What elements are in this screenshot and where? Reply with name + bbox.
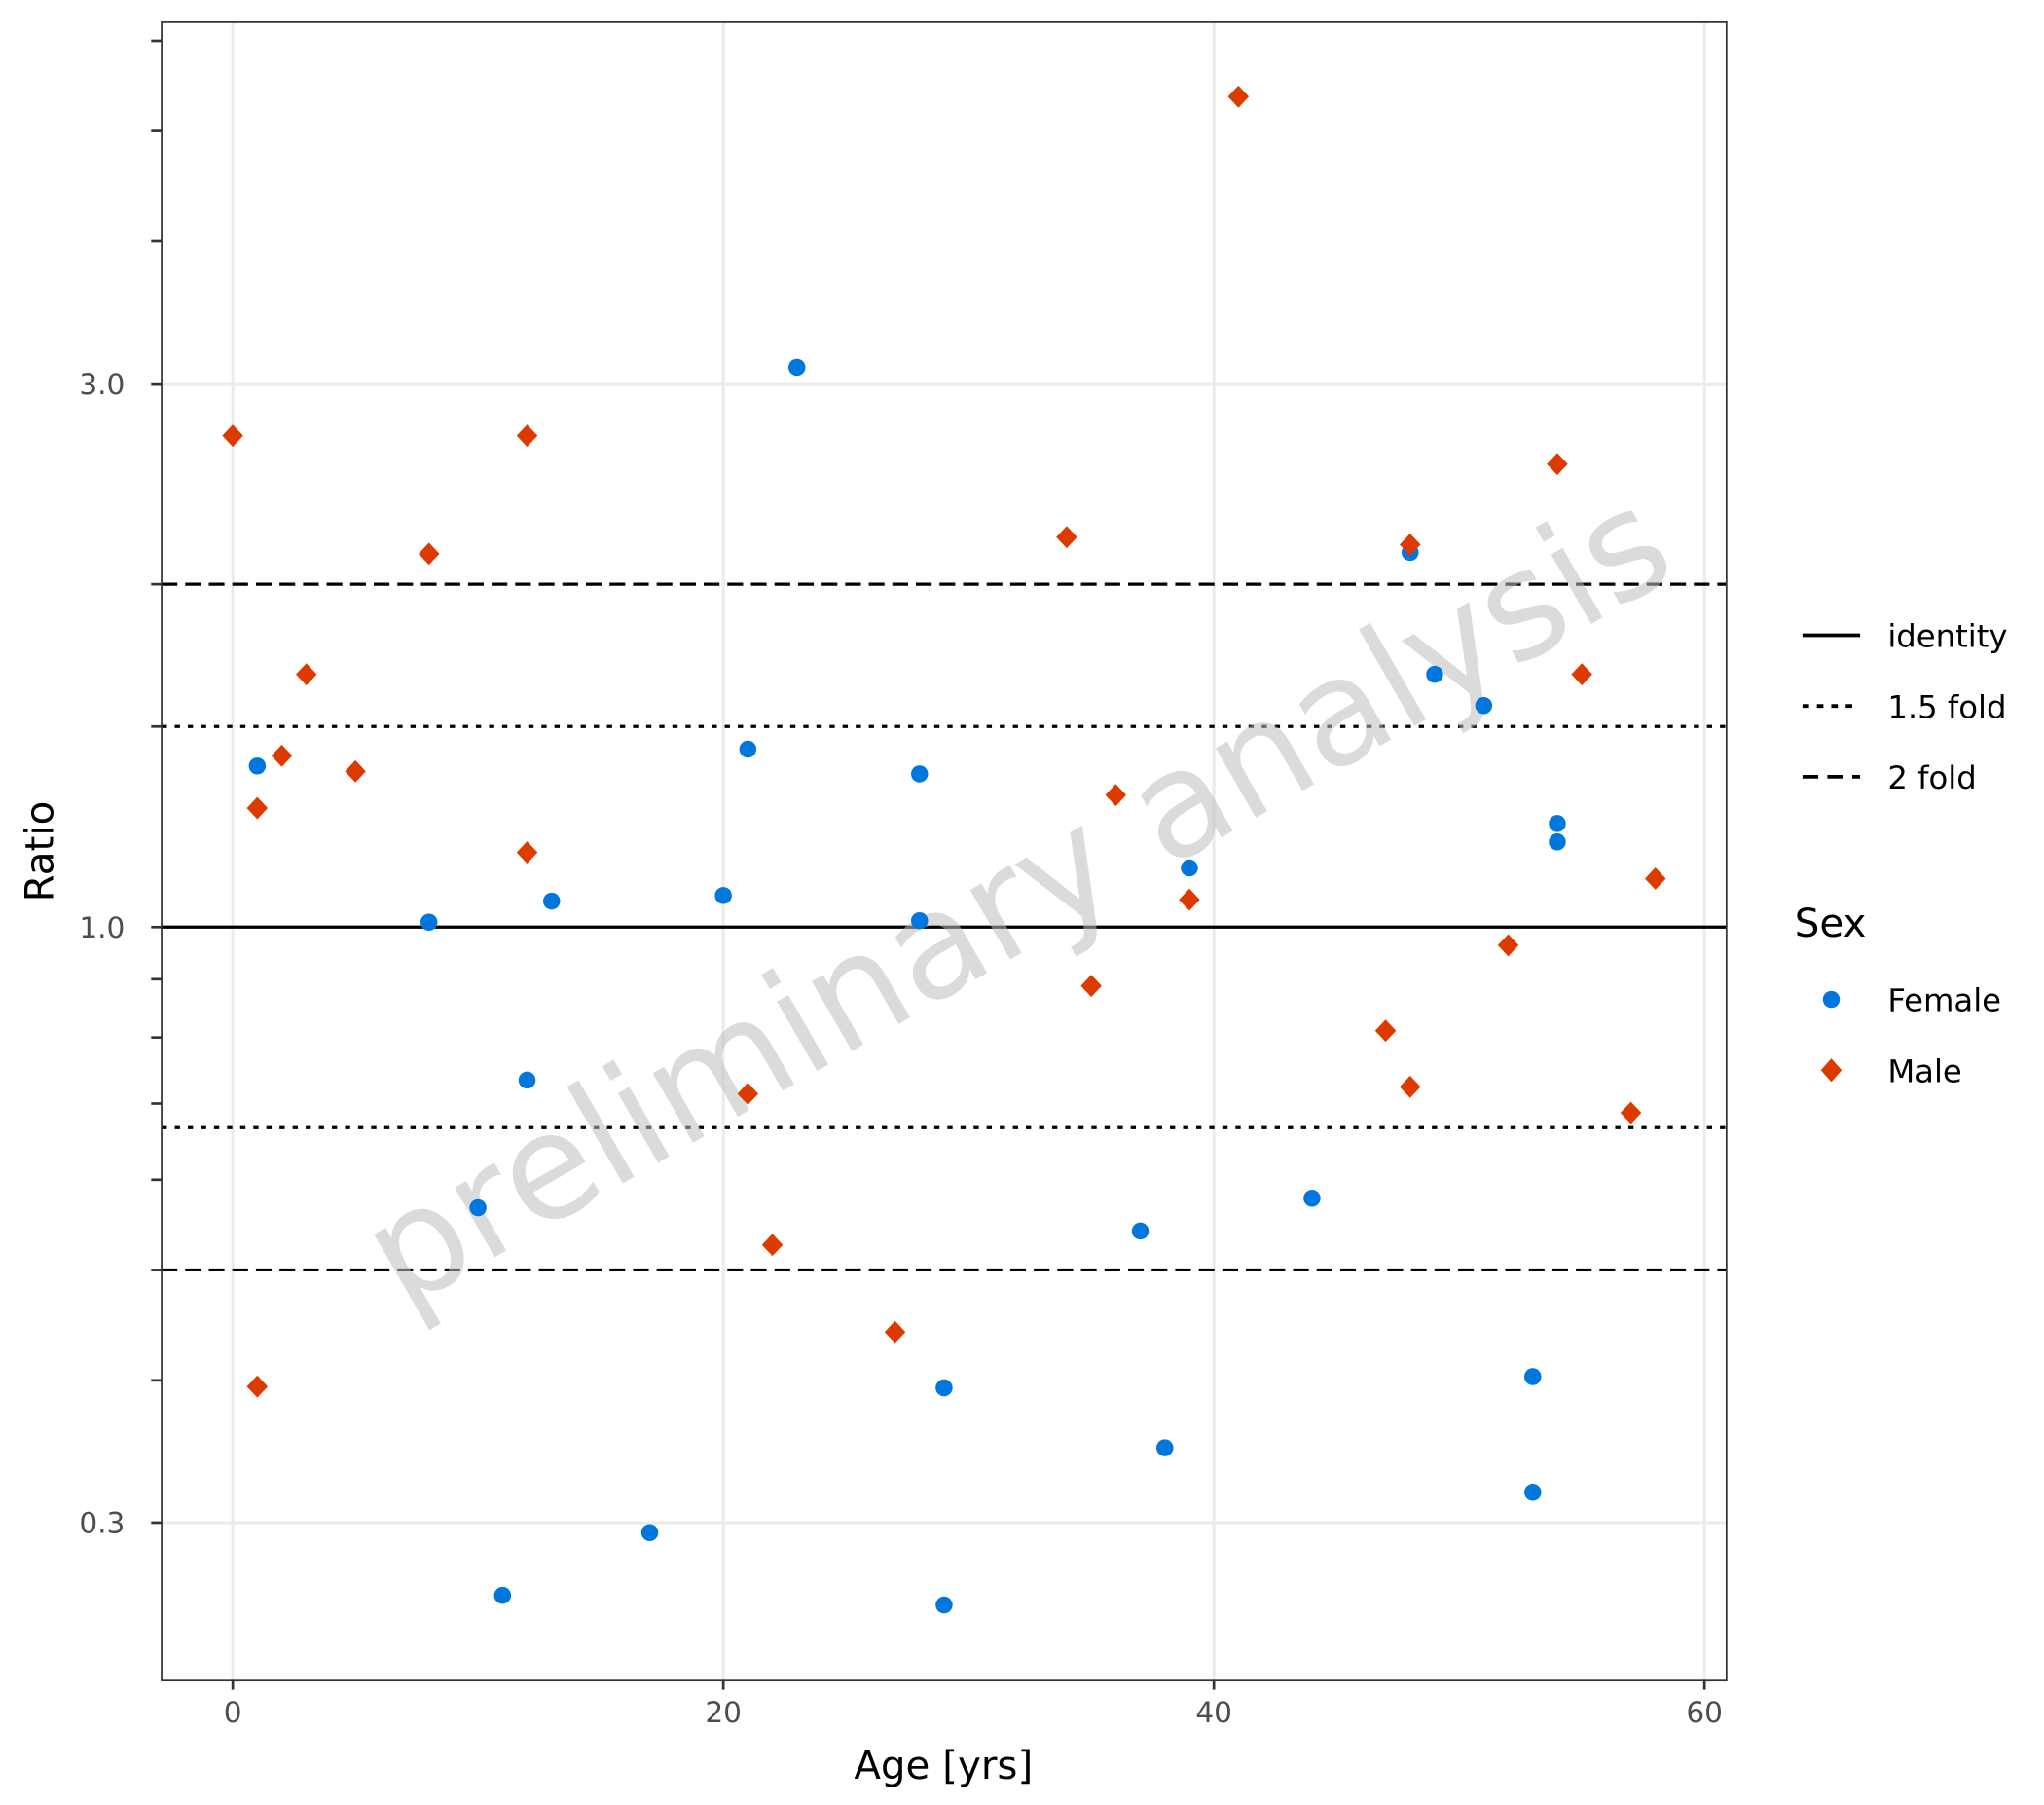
point-female xyxy=(739,740,757,758)
point-female xyxy=(787,358,806,377)
point-male xyxy=(246,1375,269,1398)
point-female xyxy=(420,913,438,931)
legend-label: 1.5 fold xyxy=(1887,688,2006,725)
legend-item-identity: identity xyxy=(1802,618,2008,655)
point-male xyxy=(1620,1101,1642,1124)
legend-key-diamond xyxy=(1820,1058,1843,1083)
legend-item-2-fold: 2 fold xyxy=(1802,759,1977,796)
point-male xyxy=(246,796,269,820)
x-tick-label: 0 xyxy=(224,1696,242,1729)
point-female xyxy=(518,1071,536,1089)
legend-title: Sex xyxy=(1795,901,1867,946)
point-male xyxy=(222,424,243,448)
point-male xyxy=(1644,867,1666,890)
point-female xyxy=(935,1379,953,1397)
legend-label: Male xyxy=(1887,1052,1961,1089)
point-male xyxy=(1227,85,1250,108)
y-axis-label: Ratio xyxy=(17,801,62,902)
point-female xyxy=(1131,1222,1150,1240)
point-female xyxy=(1524,1484,1542,1501)
point-female xyxy=(640,1524,659,1541)
point-female xyxy=(1524,1368,1542,1385)
point-female xyxy=(1181,859,1198,877)
point-female xyxy=(1549,833,1566,851)
point-male xyxy=(1080,975,1102,998)
point-female xyxy=(1303,1190,1321,1207)
point-male xyxy=(1056,526,1077,549)
x-tick-label: 40 xyxy=(1195,1696,1232,1729)
plot-panel-border xyxy=(161,20,1728,1682)
point-female xyxy=(493,1586,512,1604)
x-tick-label: 60 xyxy=(1686,1696,1723,1729)
y-tick-label: 1.0 xyxy=(79,911,125,944)
legend-key-circle xyxy=(1822,990,1841,1009)
point-male xyxy=(1399,533,1421,556)
point-male xyxy=(737,1083,759,1105)
point-male xyxy=(761,1234,784,1257)
point-female xyxy=(469,1198,487,1217)
watermark: preliminary analysis xyxy=(335,455,1698,1342)
point-male xyxy=(1547,453,1568,476)
point-male xyxy=(516,841,538,865)
data-points xyxy=(222,85,1666,1614)
legend-label: Female xyxy=(1887,982,2001,1019)
point-female xyxy=(542,892,561,910)
axes: 0 20 40 60 0.3 1.0 3.0 xyxy=(79,39,1723,1729)
legend-label: 2 fold xyxy=(1887,759,1976,796)
point-male xyxy=(1105,784,1127,807)
point-male xyxy=(345,759,366,783)
point-male xyxy=(1399,1075,1421,1098)
point-male xyxy=(271,744,293,767)
point-male xyxy=(1571,663,1592,686)
point-male xyxy=(295,663,317,686)
x-axis-label: Age [yrs] xyxy=(854,1743,1033,1788)
point-male xyxy=(1179,888,1200,911)
y-tick-label: 3.0 xyxy=(79,368,125,401)
point-male xyxy=(418,542,440,566)
point-female xyxy=(1426,665,1443,683)
point-female xyxy=(1156,1439,1174,1456)
legend-item-female: Female xyxy=(1822,982,2001,1019)
point-male xyxy=(884,1320,906,1344)
y-tick-label: 0.3 xyxy=(79,1507,125,1540)
point-male xyxy=(516,424,538,448)
point-female xyxy=(714,887,732,904)
legend: identity 1.5 fold 2 fold Sex Female Male xyxy=(1795,618,2008,1090)
point-female xyxy=(911,911,929,930)
legend-label: identity xyxy=(1887,618,2007,655)
point-female xyxy=(248,757,267,775)
point-female xyxy=(911,765,929,783)
point-male xyxy=(1497,934,1519,957)
x-tick-label: 20 xyxy=(705,1696,742,1729)
point-female xyxy=(1475,696,1493,715)
point-female xyxy=(1549,815,1566,832)
legend-item-1-5-fold: 1.5 fold xyxy=(1802,688,2007,725)
point-female xyxy=(935,1596,953,1614)
point-male xyxy=(1374,1019,1397,1043)
legend-item-male: Male xyxy=(1820,1052,1962,1089)
